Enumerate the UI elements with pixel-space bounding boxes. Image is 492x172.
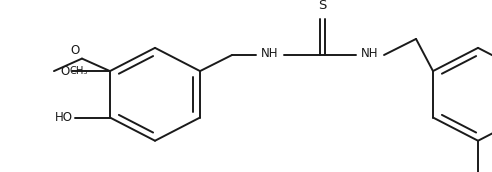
Text: O: O (61, 64, 70, 78)
Text: NH: NH (261, 47, 279, 60)
Text: HO: HO (55, 111, 73, 124)
Text: O: O (71, 44, 80, 57)
Text: S: S (318, 0, 326, 12)
Text: NH: NH (361, 47, 379, 60)
Text: CH₃: CH₃ (70, 66, 89, 76)
